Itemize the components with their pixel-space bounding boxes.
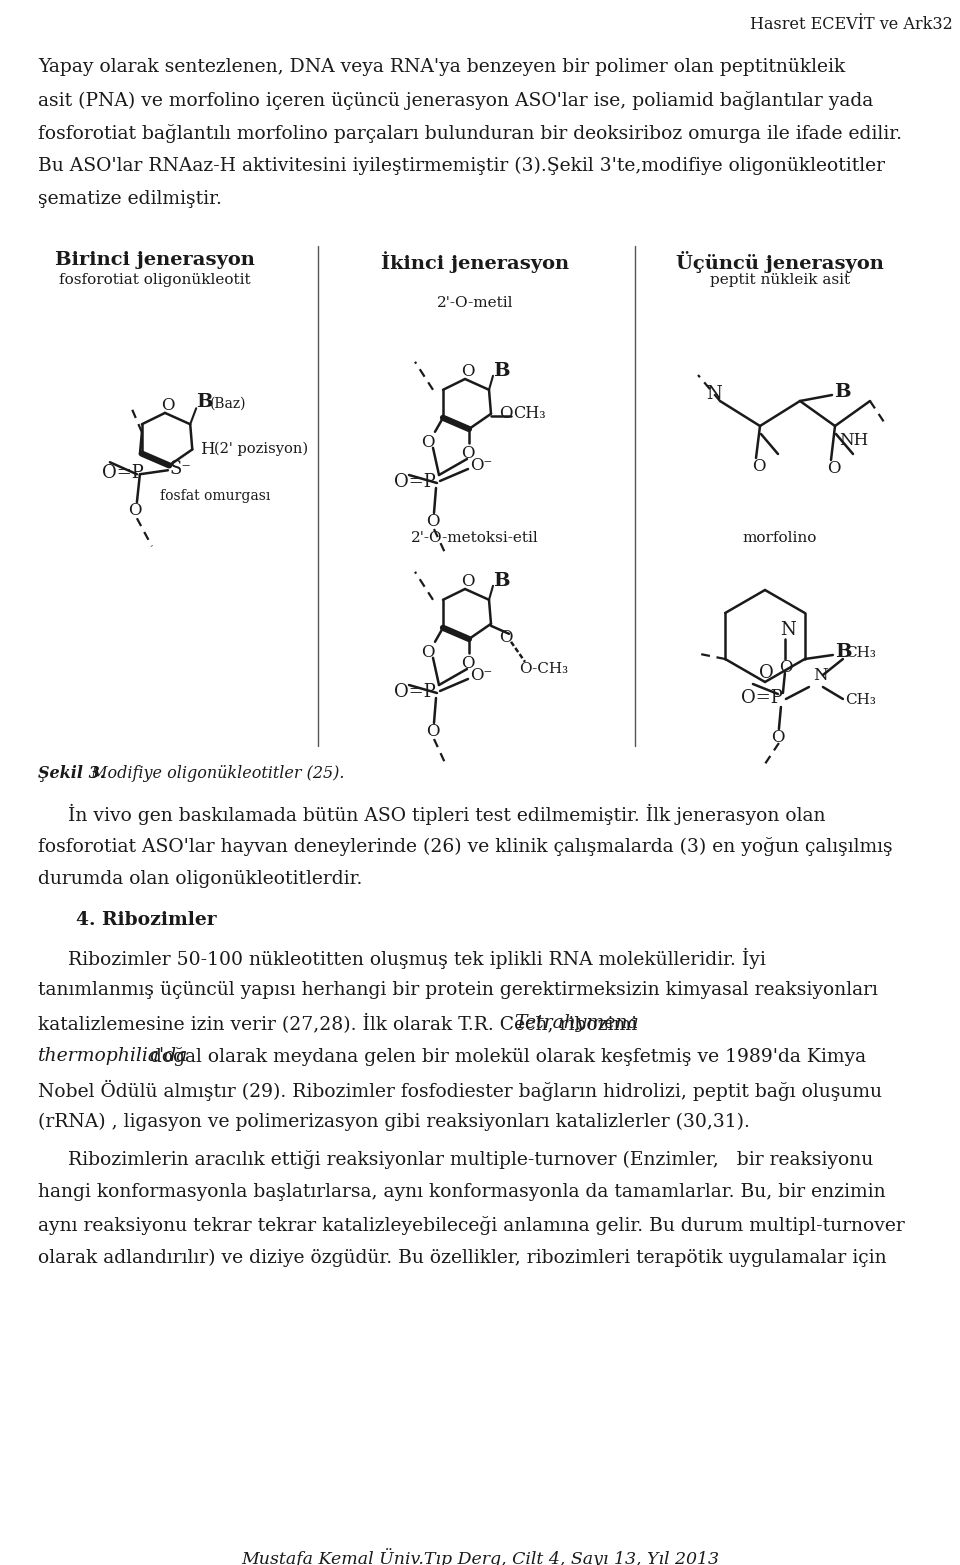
Text: O: O [779,659,792,676]
Text: O=P: O=P [741,689,782,707]
Text: O: O [499,405,513,423]
Text: Birinci jenerasyon: Birinci jenerasyon [55,250,255,269]
Text: hangi konformasyonla başlatırlarsa, aynı konformasyonla da tamamlarlar. Bu, bir : hangi konformasyonla başlatırlarsa, aynı… [38,1183,886,1200]
Text: O⁻: O⁻ [470,457,492,474]
Text: aynı reaksiyonu tekrar tekrar katalizleyebileceği anlamına gelir. Bu durum multi: aynı reaksiyonu tekrar tekrar katalizley… [38,1216,904,1235]
Text: N: N [813,667,828,684]
Text: olarak adlandırılır) ve diziye özgüdür. Bu özellikler, ribozimleri terapötik uyg: olarak adlandırılır) ve diziye özgüdür. … [38,1249,887,1268]
Text: O: O [161,398,175,413]
Text: S⁻: S⁻ [170,460,192,479]
Text: fosforotiat bağlantılı morfolino parçaları bulunduran bir deoksiriboz omurga ile: fosforotiat bağlantılı morfolino parçala… [38,124,902,142]
Text: 4. Ribozimler: 4. Ribozimler [76,911,217,930]
Text: katalizlemesine izin verir (27,28). İlk olarak T.R. Cech, ribozimi: katalizlemesine izin verir (27,28). İlk … [38,1014,643,1034]
Text: O=P: O=P [102,465,144,482]
Text: CH₃: CH₃ [845,693,876,707]
Text: fosforotiat oligonükleotit: fosforotiat oligonükleotit [60,272,251,286]
Text: O: O [426,723,440,740]
Text: Tetrahymena: Tetrahymena [514,1014,638,1031]
Text: B: B [835,643,852,660]
Text: O: O [461,444,474,462]
Text: CH₃: CH₃ [513,405,545,423]
Text: O: O [461,363,474,380]
Text: O: O [421,434,435,451]
Text: 2'-O-metoksi-etil: 2'-O-metoksi-etil [411,531,539,545]
Text: O: O [128,502,141,520]
Text: morfolino: morfolino [743,531,817,545]
Text: O-CH₃: O-CH₃ [519,662,568,676]
Text: Bu ASO'lar RNAaz-H aktivitesini iyileştirmemiştir (3).Şekil 3'te,modifiye oligon: Bu ASO'lar RNAaz-H aktivitesini iyileşti… [38,156,885,175]
Text: Yapay olarak sentezlenen, DNA veya RNA'ya benzeyen bir polimer olan peptitnüklei: Yapay olarak sentezlenen, DNA veya RNA'y… [38,58,845,77]
Text: Ribozimlerin aracılık ettiği reaksiyonlar multiple-turnover (Enzimler,   bir rea: Ribozimlerin aracılık ettiği reaksiyonla… [38,1150,874,1169]
Text: O: O [827,460,841,477]
Text: (2' pozisyon): (2' pozisyon) [214,441,308,455]
Text: O: O [499,629,513,646]
Text: durumda olan oligonükleotitlerdir.: durumda olan oligonükleotitlerdir. [38,870,362,887]
Text: (Baz): (Baz) [210,396,247,410]
Text: Üçüncü jenerasyon: Üçüncü jenerasyon [676,250,884,272]
Text: N: N [780,621,796,639]
Text: B: B [834,383,851,401]
Text: B: B [493,571,510,590]
Text: thermophilia'da: thermophilia'da [38,1047,188,1066]
Text: İkinci jenerasyon: İkinci jenerasyon [381,250,569,272]
Text: Hasret ECEVİT ve Ark32: Hasret ECEVİT ve Ark32 [750,16,952,33]
Text: O: O [461,656,474,671]
Text: B: B [196,393,213,412]
Text: CH₃: CH₃ [845,646,876,660]
Text: B: B [493,362,510,380]
Text: asit (PNA) ve morfolino içeren üçüncü jenerasyon ASO'lar ise, poliamid bağlantıl: asit (PNA) ve morfolino içeren üçüncü je… [38,91,874,110]
Text: O⁻: O⁻ [470,667,492,684]
Text: O: O [426,513,440,531]
Text: peptit nükleik asit: peptit nükleik asit [710,272,850,286]
Text: doğal olarak meydana gelen bir molekül olarak keşfetmiş ve 1989'da Kimya: doğal olarak meydana gelen bir molekül o… [145,1047,867,1066]
Text: O: O [771,729,784,747]
Text: O: O [421,643,435,660]
Text: Ribozimler 50-100 nükleotitten oluşmuş tek iplikli RNA molekülleridir. İyi: Ribozimler 50-100 nükleotitten oluşmuş t… [38,948,766,969]
Text: fosfat omurgası: fosfat omurgası [160,490,271,504]
Text: Modifiye oligonükleotitler (25).: Modifiye oligonükleotitler (25). [86,765,345,782]
Text: O: O [752,459,765,476]
Text: NH: NH [839,432,868,449]
Text: tanımlanmış üçüncül yapısı herhangi bir protein gerektirmeksizin kimyasal reaksi: tanımlanmış üçüncül yapısı herhangi bir … [38,981,877,998]
Text: H: H [201,441,215,459]
Text: O: O [461,573,474,590]
Text: O=P: O=P [394,473,436,491]
Text: Mustafa Kemal Üniv.Tıp Derg, Cilt 4, Sayı 13, Yıl 2013: Mustafa Kemal Üniv.Tıp Derg, Cilt 4, Say… [241,1548,719,1565]
Text: O=P: O=P [394,682,436,701]
Text: (rRNA) , ligasyon ve polimerizasyon gibi reaksiyonları katalizlerler (30,31).: (rRNA) , ligasyon ve polimerizasyon gibi… [38,1113,750,1131]
Text: fosforotiat ASO'lar hayvan deneylerinde (26) ve klinik çalışmalarda (3) en yoğun: fosforotiat ASO'lar hayvan deneylerinde … [38,837,893,856]
Text: O: O [759,664,774,682]
Text: N: N [706,385,722,404]
Text: İn vivo gen baskılamada bütün ASO tipleri test edilmemiştir. İlk jenerasyon olan: İn vivo gen baskılamada bütün ASO tipler… [38,804,826,825]
Text: şematize edilmiştir.: şematize edilmiştir. [38,189,222,208]
Text: 2'-O-metil: 2'-O-metil [437,296,514,310]
Text: Şekil 3.: Şekil 3. [38,765,106,782]
Text: Nobel Ödülü almıştır (29). Ribozimler fosfodiester bağların hidrolizi, peptit ba: Nobel Ödülü almıştır (29). Ribozimler fo… [38,1080,882,1102]
